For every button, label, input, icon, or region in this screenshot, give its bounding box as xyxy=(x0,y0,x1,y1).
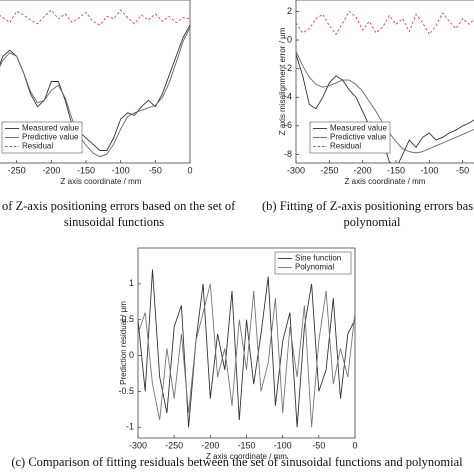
series-line xyxy=(138,283,355,428)
legend-label: Predictive value xyxy=(330,133,387,142)
series-line xyxy=(0,9,190,26)
x-tick-label: -200 xyxy=(42,165,60,175)
series-line xyxy=(0,27,190,158)
y-tick-label: 0.5 xyxy=(121,314,134,324)
y-tick-label: -4 xyxy=(284,92,292,102)
x-axis-label: Z axis coordinate / mm xyxy=(61,177,142,186)
y-tick-label: 1 xyxy=(129,278,134,288)
y-tick-label: 2 xyxy=(287,6,292,16)
caption: (b) Fitting of Z-axis positioning errors… xyxy=(262,199,473,213)
y-tick-label: -8 xyxy=(284,149,292,159)
x-axis-label: Z axis coordinate / mm xyxy=(345,177,426,186)
plot-frame xyxy=(137,247,356,439)
x-tick-label: -50 xyxy=(456,165,469,175)
x-tick-label: -250 xyxy=(320,165,338,175)
y-tick-label: -1 xyxy=(126,422,134,432)
x-tick-label: -200 xyxy=(201,440,219,450)
x-tick-label: -50 xyxy=(149,165,162,175)
x-tick-label: -200 xyxy=(354,165,372,175)
series-line xyxy=(138,269,355,428)
caption: polynomial xyxy=(344,215,401,229)
x-tick-label: -50 xyxy=(312,440,325,450)
x-tick-label: -150 xyxy=(237,440,255,450)
legend-label: Residual xyxy=(22,142,53,151)
legend-label: Predictive value xyxy=(22,133,79,142)
legend-label: Residual xyxy=(330,142,361,151)
plot-area xyxy=(0,9,190,158)
caption: (c) Comparison of fitting residuals betw… xyxy=(11,455,463,469)
x-tick-label: -100 xyxy=(112,165,130,175)
legend-label: Measured value xyxy=(330,124,387,133)
legend-box xyxy=(274,251,352,275)
y-tick-label: -0.5 xyxy=(118,386,134,396)
caption: g of Z-axis positioning errors based on … xyxy=(0,199,236,213)
x-tick-label: -100 xyxy=(274,440,292,450)
legend-label: Polynomial xyxy=(295,263,334,272)
x-tick-label: -300 xyxy=(287,165,305,175)
y-tick-label: 0 xyxy=(129,350,134,360)
y-axis-label: Z axis misalignment error / μm xyxy=(278,27,287,135)
x-tick-label: 0 xyxy=(352,440,357,450)
plot-area xyxy=(138,269,355,428)
legend-label: Measured value xyxy=(22,124,79,133)
y-tick-label: -2 xyxy=(284,63,292,73)
x-tick-label: -100 xyxy=(420,165,438,175)
y-tick-label: 0 xyxy=(287,34,292,44)
x-axis-label: Z axis coordinate / mm xyxy=(206,452,287,461)
x-tick-label: -250 xyxy=(165,440,183,450)
x-tick-label: -250 xyxy=(8,165,26,175)
y-axis-label: Prediction residual / μm xyxy=(119,301,128,385)
x-tick-label: 0 xyxy=(187,165,192,175)
caption: sinusoidal functions xyxy=(64,215,164,229)
x-tick-label: -150 xyxy=(387,165,405,175)
series-line xyxy=(296,10,474,36)
legend-label: Sine function xyxy=(295,254,341,263)
y-tick-label: -6 xyxy=(284,120,292,130)
x-tick-label: -150 xyxy=(77,165,95,175)
x-tick-label: -300 xyxy=(129,440,147,450)
